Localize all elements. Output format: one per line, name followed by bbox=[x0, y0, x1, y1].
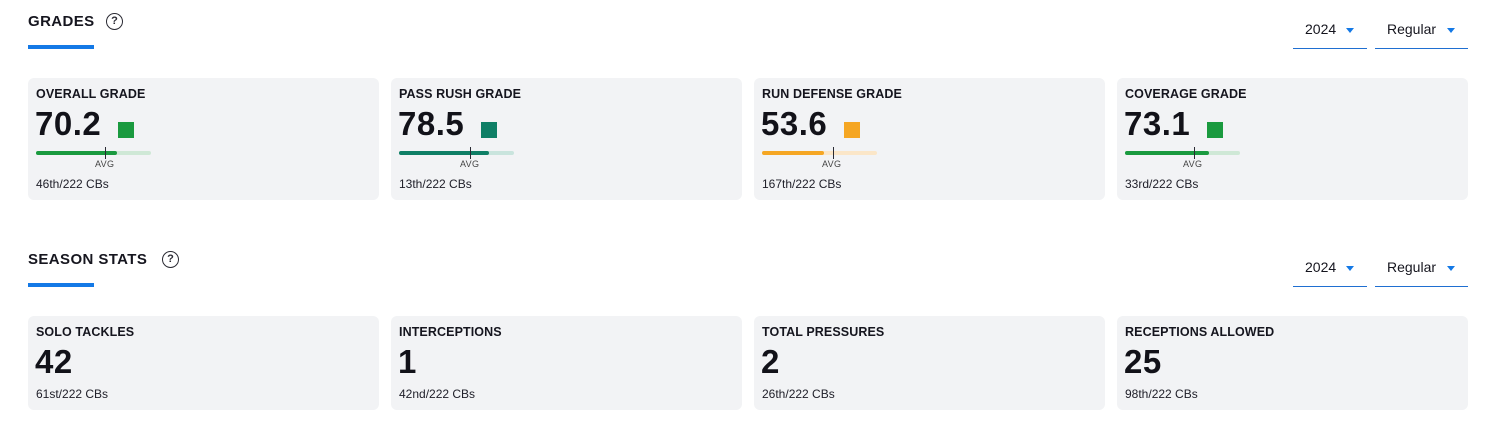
season-stats-help-icon[interactable]: ? bbox=[162, 251, 179, 268]
total-pressures-card: TOTAL PRESSURES 2 26th/222 CBs bbox=[754, 316, 1105, 410]
card-value: 42 bbox=[35, 343, 73, 380]
avg-label: AVG bbox=[1183, 159, 1203, 169]
run-defense-grade-card: RUN DEFENSE GRADE 53.6 AVG 167th/222 CBs bbox=[754, 78, 1105, 200]
card-rank: 46th/222 CBs bbox=[36, 177, 109, 191]
card-rank: 26th/222 CBs bbox=[762, 387, 835, 401]
card-value: 2 bbox=[761, 343, 780, 380]
card-rank: 13th/222 CBs bbox=[399, 177, 472, 191]
coverage-grade-card: COVERAGE GRADE 73.1 AVG 33rd/222 CBs bbox=[1117, 78, 1468, 200]
grades-year-dropdown[interactable]: 2024 bbox=[1293, 15, 1367, 49]
card-label: OVERALL GRADE bbox=[36, 87, 146, 101]
avg-marker bbox=[105, 147, 106, 159]
avg-marker bbox=[1194, 147, 1195, 159]
grades-help-icon[interactable]: ? bbox=[106, 13, 123, 30]
grade-bar bbox=[762, 151, 877, 155]
grades-title-underline bbox=[28, 45, 94, 49]
interceptions-card: INTERCEPTIONS 1 42nd/222 CBs bbox=[391, 316, 742, 410]
solo-tackles-card: SOLO TACKLES 42 61st/222 CBs bbox=[28, 316, 379, 410]
card-rank: 42nd/222 CBs bbox=[399, 387, 476, 401]
caret-down-icon bbox=[1346, 28, 1354, 33]
card-value: 70.2 bbox=[35, 105, 102, 142]
card-value: 78.5 bbox=[398, 105, 465, 142]
overall-grade-card: OVERALL GRADE 70.2 AVG 46th/222 CBs bbox=[28, 78, 379, 200]
caret-down-icon bbox=[1346, 266, 1354, 271]
season-stats-title: SEASON STATS bbox=[28, 251, 148, 268]
grade-color-swatch bbox=[1207, 122, 1223, 138]
avg-label: AVG bbox=[95, 159, 115, 169]
card-label: INTERCEPTIONS bbox=[399, 325, 502, 339]
grades-season-type-dropdown[interactable]: Regular bbox=[1375, 15, 1468, 49]
receptions-allowed-card: RECEPTIONS ALLOWED 25 98th/222 CBs bbox=[1117, 316, 1468, 410]
season-stats-year-dropdown[interactable]: 2024 bbox=[1293, 253, 1367, 287]
card-label: RECEPTIONS ALLOWED bbox=[1125, 325, 1275, 339]
card-label: PASS RUSH GRADE bbox=[399, 87, 522, 101]
grade-bar-fill bbox=[399, 151, 490, 155]
season-stats-title-underline bbox=[28, 283, 94, 287]
grades-year-value: 2024 bbox=[1305, 21, 1337, 37]
card-rank: 98th/222 CBs bbox=[1125, 387, 1198, 401]
grade-color-swatch bbox=[481, 122, 497, 138]
card-rank: 61st/222 CBs bbox=[36, 387, 109, 401]
card-label: COVERAGE GRADE bbox=[1125, 87, 1247, 101]
caret-down-icon bbox=[1447, 28, 1455, 33]
card-label: SOLO TACKLES bbox=[36, 325, 135, 339]
card-value: 73.1 bbox=[1124, 105, 1191, 142]
grade-bar-fill bbox=[762, 151, 824, 155]
card-label: RUN DEFENSE GRADE bbox=[762, 87, 902, 101]
card-value: 1 bbox=[398, 343, 417, 380]
grade-bar-fill bbox=[1125, 151, 1210, 155]
caret-down-icon bbox=[1447, 266, 1455, 271]
avg-marker bbox=[470, 147, 471, 159]
card-label: TOTAL PRESSURES bbox=[762, 325, 885, 339]
grade-bar bbox=[1125, 151, 1240, 155]
season-stats-year-value: 2024 bbox=[1305, 259, 1337, 275]
card-rank: 33rd/222 CBs bbox=[1125, 177, 1199, 191]
season-stats-season-type-value: Regular bbox=[1387, 259, 1437, 275]
grade-bar bbox=[36, 151, 151, 155]
grade-color-swatch bbox=[844, 122, 860, 138]
grade-bar-fill bbox=[36, 151, 117, 155]
card-value: 53.6 bbox=[761, 105, 828, 142]
avg-label: AVG bbox=[460, 159, 480, 169]
avg-label: AVG bbox=[822, 159, 842, 169]
season-stats-season-type-dropdown[interactable]: Regular bbox=[1375, 253, 1468, 287]
grades-title: GRADES bbox=[28, 13, 95, 30]
avg-marker bbox=[833, 147, 834, 159]
card-value: 25 bbox=[1124, 343, 1162, 380]
grade-color-swatch bbox=[118, 122, 134, 138]
card-rank: 167th/222 CBs bbox=[762, 177, 842, 191]
grade-bar bbox=[399, 151, 514, 155]
pass-rush-grade-card: PASS RUSH GRADE 78.5 AVG 13th/222 CBs bbox=[391, 78, 742, 200]
grades-season-type-value: Regular bbox=[1387, 21, 1437, 37]
